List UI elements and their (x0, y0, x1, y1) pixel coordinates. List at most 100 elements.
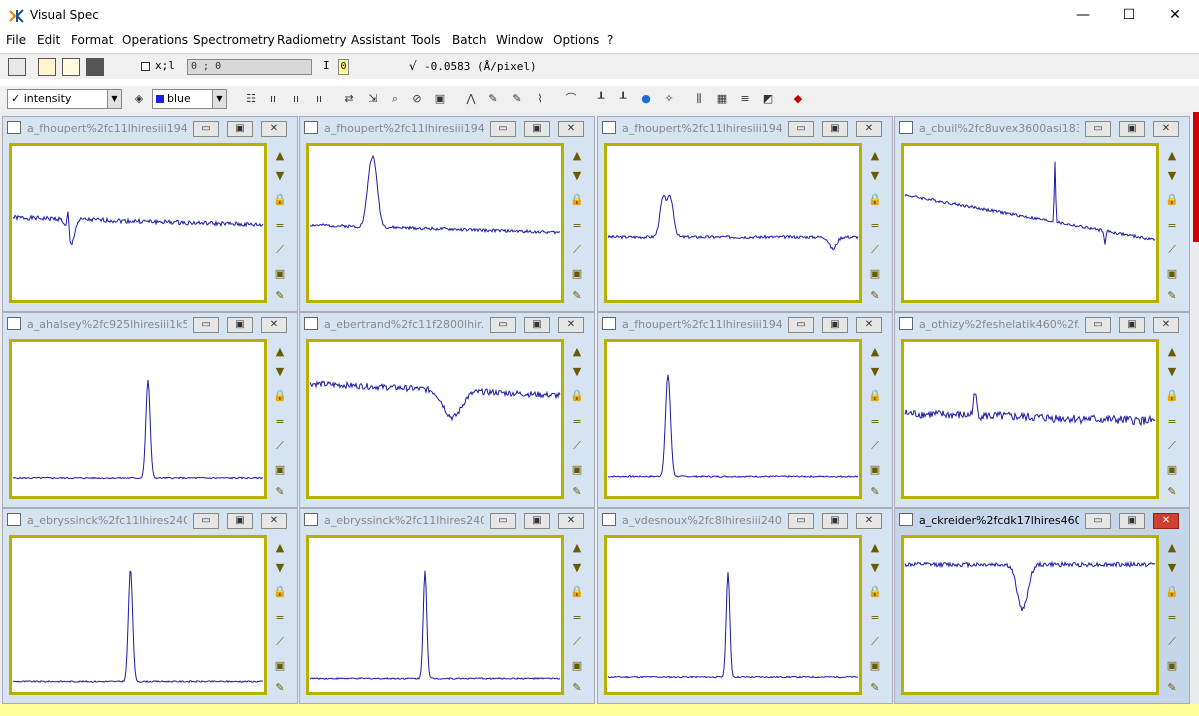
restore-window-button[interactable]: ▣ (822, 121, 848, 137)
spectrum-window[interactable]: a_ebertrand%2fc11f2800lhir... ▭ ▣ ✕ ▲ ▼ 🔒 = ⟋ ▣ ✎ (299, 312, 595, 508)
intensity-field[interactable]: 0 (338, 59, 349, 75)
pick-icon[interactable]: ✎ (870, 681, 880, 694)
curve-icon[interactable]: ⟋ (276, 439, 284, 452)
frame-icon[interactable]: ▣ (274, 659, 286, 672)
spectrum-plot[interactable] (306, 339, 564, 499)
minimize-window-button[interactable]: ▭ (490, 121, 516, 137)
equal-icon[interactable]: = (870, 219, 880, 232)
close-window-button[interactable]: ✕ (856, 317, 882, 333)
drop-icon[interactable]: ● (641, 92, 651, 105)
restore-window-button[interactable]: ▣ (822, 317, 848, 333)
equal-icon[interactable]: = (572, 415, 582, 428)
pick-icon[interactable]: ✎ (572, 485, 582, 498)
spectrum-window-title[interactable]: a_fhoupert%2fc11lhiresiii194... (622, 318, 782, 331)
scroll-down-icon[interactable]: ▼ (1167, 561, 1177, 574)
bars3-icon[interactable]: ıı (315, 92, 323, 105)
curve-icon[interactable]: ⟋ (1168, 243, 1176, 256)
no-zoom-icon[interactable]: ⊘ (412, 92, 422, 105)
maximize-button[interactable]: ☐ (1122, 7, 1136, 23)
minimize-window-button[interactable]: ▭ (193, 121, 219, 137)
spectrum-window-title[interactable]: a_othizy%2feshelatik460%2f... (919, 318, 1079, 331)
grid-icon[interactable]: ☷ (246, 92, 256, 105)
bars-icon[interactable]: ıı (269, 92, 277, 105)
zoom-icon[interactable]: ⌕ (391, 92, 399, 105)
brush-icon[interactable]: ⌇ (537, 92, 543, 105)
pen2-icon[interactable]: ✎ (512, 92, 522, 105)
menu-spectrometry[interactable]: Spectrometry (193, 33, 275, 47)
pick-icon[interactable]: ✎ (1167, 485, 1177, 498)
lock-icon[interactable]: 🔒 (273, 585, 287, 598)
pick-icon[interactable]: ✎ (275, 485, 285, 498)
minimize-window-button[interactable]: ▭ (1085, 121, 1111, 137)
pick-icon[interactable]: ✎ (275, 681, 285, 694)
pick-icon[interactable]: ✎ (1167, 681, 1177, 694)
minimize-window-button[interactable]: ▭ (788, 513, 814, 529)
spectrum-window[interactable]: a_fhoupert%2fc11lhiresiii194... ▭ ▣ ✕ ▲ ▼ 🔒 = ⟋ ▣… (299, 116, 595, 312)
restore-window-button[interactable]: ▣ (524, 513, 550, 529)
lock-icon[interactable]: 🔒 (868, 389, 882, 402)
close-window-button[interactable]: ✕ (261, 513, 287, 529)
equal-icon[interactable]: = (275, 415, 285, 428)
frame-icon[interactable]: ▣ (274, 463, 286, 476)
close-window-button[interactable]: ✕ (856, 513, 882, 529)
menu-tools[interactable]: Tools (411, 33, 441, 47)
frame-icon[interactable]: ▣ (571, 267, 583, 280)
lock-icon[interactable]: 🔒 (570, 389, 584, 402)
close-window-button[interactable]: ✕ (1153, 121, 1179, 137)
spectrum-window[interactable]: a_fhoupert%2fc11lhiresiii194... ▭ ▣ ✕ ▲ ▼ 🔒 = ⟋ ▣… (597, 312, 893, 508)
curve-icon[interactable]: ⟋ (871, 635, 879, 648)
menu-window[interactable]: Window (496, 33, 544, 47)
steps-icon[interactable]: ┸ (597, 92, 605, 105)
close-window-button[interactable]: ✕ (558, 513, 584, 529)
frame-icon[interactable]: ▣ (1166, 267, 1178, 280)
scroll-down-icon[interactable]: ▼ (870, 365, 880, 378)
scroll-up-icon[interactable]: ▲ (275, 149, 285, 162)
minimize-window-button[interactable]: ▭ (193, 317, 219, 333)
close-window-button[interactable]: ✕ (856, 121, 882, 137)
frame-icon[interactable]: ▣ (571, 659, 583, 672)
spectrum-plot[interactable] (9, 535, 267, 695)
scroll-up-icon[interactable]: ▲ (572, 345, 582, 358)
save-icon[interactable] (86, 58, 104, 76)
xy-coordinate-field[interactable]: 0 ; 0 (187, 59, 312, 75)
menu-edit[interactable]: Edit (37, 33, 61, 47)
restore-window-button[interactable]: ▣ (1119, 317, 1145, 333)
spectrum-window-title[interactable]: a_fhoupert%2fc11lhiresiii194... (324, 122, 484, 135)
minimize-window-button[interactable]: ▭ (490, 513, 516, 529)
restore-window-button[interactable]: ▣ (524, 121, 550, 137)
steps2-icon[interactable]: ┸ (619, 92, 627, 105)
open-image-icon[interactable] (62, 58, 80, 76)
xy-checkbox[interactable] (141, 62, 150, 71)
spectrum-window-title[interactable]: a_ebryssinck%2fc11lhires240... (27, 514, 187, 527)
lock-icon[interactable]: 🔒 (273, 389, 287, 402)
scroll-down-icon[interactable]: ▼ (1167, 169, 1177, 182)
curve-icon[interactable]: ⟋ (573, 635, 581, 648)
frame-icon[interactable]: ▣ (869, 463, 881, 476)
bars2-icon[interactable]: ıı (292, 92, 300, 105)
fit-icon[interactable]: ⇲ (368, 92, 378, 105)
equal-icon[interactable]: = (1167, 415, 1177, 428)
menu-help[interactable]: ? (607, 33, 614, 47)
curve-icon[interactable]: ⟋ (276, 635, 284, 648)
pick-icon[interactable]: ✎ (870, 289, 880, 302)
restore-window-button[interactable]: ▣ (822, 513, 848, 529)
close-window-button[interactable]: ✕ (1153, 317, 1179, 333)
menu-batch[interactable]: Batch (452, 33, 487, 47)
menu-operations[interactable]: Operations (122, 33, 188, 47)
scroll-up-icon[interactable]: ▲ (275, 345, 285, 358)
menu-format[interactable]: Format (71, 33, 114, 47)
equal-icon[interactable]: = (1167, 219, 1177, 232)
spectrum-window[interactable]: a_ebryssinck%2fc11lhires240... ▭ ▣ ✕ ▲ ▼ 🔒 = ⟋ ▣ ✎ (299, 508, 595, 704)
equal-icon[interactable]: = (275, 611, 285, 624)
equal-icon[interactable]: = (275, 219, 285, 232)
scroll-down-icon[interactable]: ▼ (572, 561, 582, 574)
restore-window-button[interactable]: ▣ (1119, 121, 1145, 137)
spectrum-plot[interactable] (604, 339, 862, 499)
spectrum-plot[interactable] (604, 535, 862, 695)
split-icon[interactable]: ◆ (793, 92, 803, 105)
chevron-down-icon[interactable]: ▼ (212, 90, 226, 108)
pen-icon[interactable]: ✎ (488, 92, 498, 105)
pick-icon[interactable]: ✎ (572, 681, 582, 694)
scroll-up-icon[interactable]: ▲ (275, 541, 285, 554)
lock-icon[interactable]: 🔒 (868, 193, 882, 206)
